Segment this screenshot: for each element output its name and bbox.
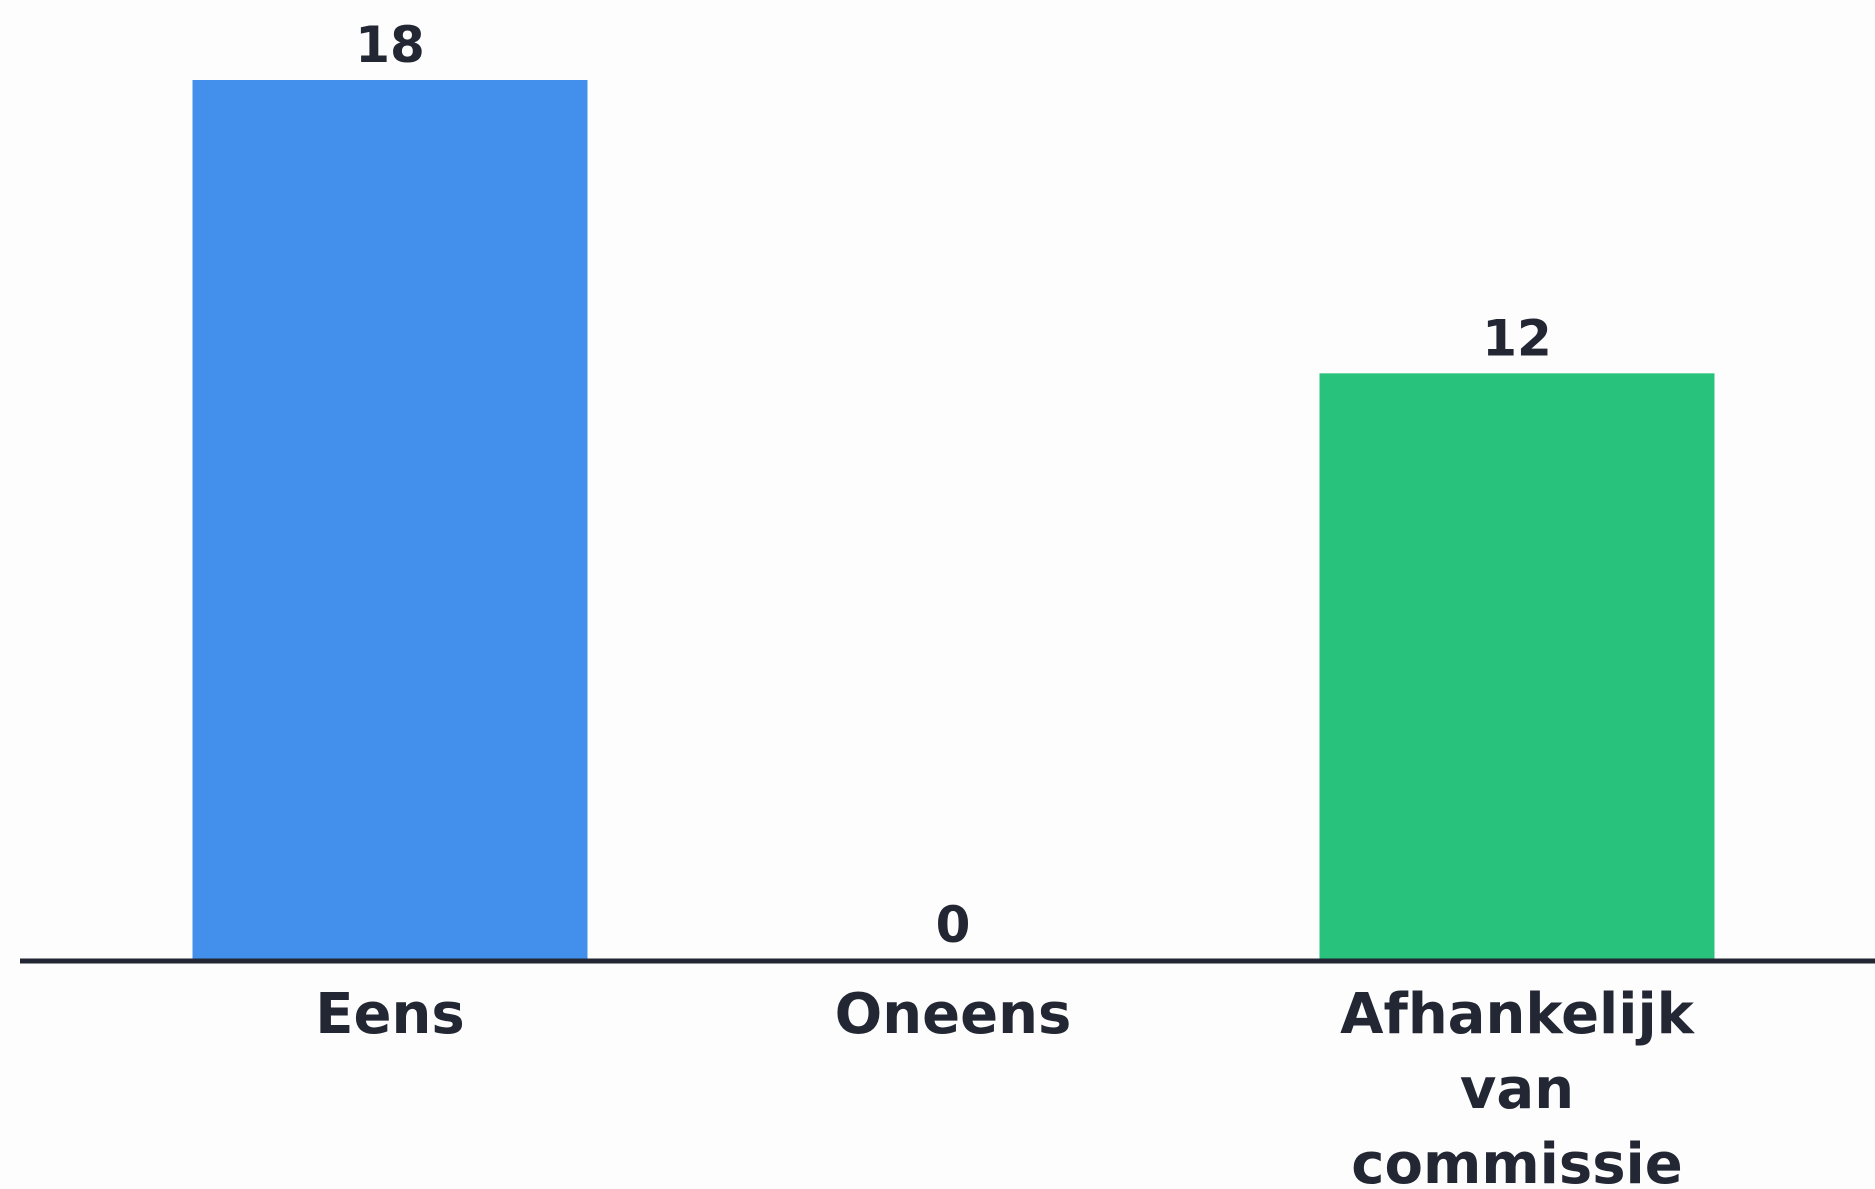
category-label-line: Eens <box>315 982 464 1047</box>
category-label-1: Oneens <box>835 982 1072 1047</box>
bar-0 <box>192 80 588 960</box>
bar-2 <box>1319 373 1715 960</box>
category-labels-group: Eens Oneens Afhankelijk van commissie <box>315 982 1695 1189</box>
value-labels-group: 18 0 12 <box>355 16 1552 954</box>
category-label-line: van <box>1460 1057 1574 1122</box>
category-label-0: Eens <box>315 982 464 1047</box>
value-label-0: 18 <box>355 16 425 74</box>
bars-group <box>192 80 1715 960</box>
value-label-1: 0 <box>936 896 971 954</box>
category-label-line: commissie <box>1351 1132 1682 1189</box>
category-label-line: Afhankelijk <box>1340 982 1696 1047</box>
category-label-line: Oneens <box>835 982 1072 1047</box>
category-label-2: Afhankelijk van commissie <box>1340 982 1696 1189</box>
value-label-2: 12 <box>1482 309 1552 367</box>
